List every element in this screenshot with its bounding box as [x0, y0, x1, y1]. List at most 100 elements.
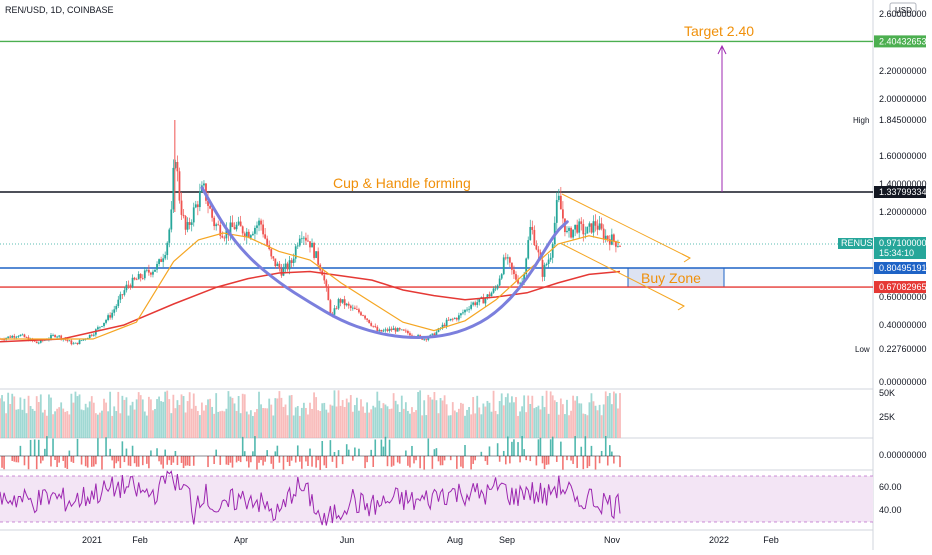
- volume-bar: [198, 415, 201, 438]
- candle-body: [517, 279, 519, 284]
- volume-bar: [396, 404, 399, 438]
- candle-body: [619, 246, 621, 247]
- hist-bar: [148, 456, 150, 469]
- candle-body: [496, 285, 499, 289]
- volume-bar: [351, 411, 354, 438]
- volume-bar: [370, 409, 373, 438]
- volume-bar: [455, 412, 458, 438]
- volume-bar: [141, 399, 144, 438]
- candle-body: [264, 234, 267, 239]
- volume-bar: [305, 407, 307, 438]
- volume-bar: [531, 395, 534, 438]
- volume-bar: [264, 408, 267, 438]
- hist-bar: [460, 456, 462, 467]
- candle-body: [425, 339, 428, 341]
- candle-body: [592, 221, 595, 233]
- volume-bar: [364, 412, 366, 438]
- candle-body: [231, 222, 234, 227]
- volume-bar: [317, 410, 320, 438]
- hist-bar: [105, 437, 107, 456]
- candle-body: [349, 305, 352, 309]
- candle-body: [262, 224, 264, 235]
- volume-bar: [513, 402, 515, 438]
- volume-bar: [341, 400, 344, 438]
- candle-body: [368, 319, 371, 324]
- x-tick-7: 2022: [709, 535, 729, 545]
- volume-bar: [515, 397, 517, 438]
- volume-bar: [498, 401, 501, 438]
- candle-body: [180, 200, 183, 215]
- volume-bar: [549, 391, 552, 438]
- volume-bar: [313, 392, 315, 438]
- candle-body: [406, 330, 409, 334]
- candle-body: [109, 315, 112, 318]
- hist-bar: [35, 456, 38, 470]
- volume-bar: [39, 394, 42, 438]
- hist-bar: [529, 456, 532, 462]
- hist-bar: [507, 436, 509, 456]
- volume-bar: [70, 393, 73, 438]
- hist-bar: [11, 456, 14, 461]
- candle-body: [282, 268, 285, 276]
- currency-box[interactable]: [889, 2, 917, 17]
- candle-body: [594, 221, 597, 226]
- candle-body: [21, 334, 24, 336]
- volume-bar: [480, 414, 483, 438]
- hist-bar: [117, 456, 120, 462]
- hist-bar: [76, 438, 79, 456]
- volume-bar: [180, 394, 183, 438]
- hist-bar: [600, 450, 603, 456]
- hist-bar: [384, 436, 387, 456]
- candle-body: [164, 255, 167, 259]
- volume-bar: [592, 401, 595, 438]
- volume-bar: [343, 406, 346, 438]
- volume-bar: [231, 397, 234, 438]
- candle-body: [602, 228, 605, 240]
- volume-bar: [390, 408, 393, 438]
- volume-bar: [94, 413, 97, 438]
- sub-tick-3: 60.00: [879, 482, 902, 492]
- hist-bar: [464, 445, 466, 456]
- volume-bar: [258, 391, 260, 438]
- candle-body: [574, 224, 577, 230]
- hist-bar: [535, 456, 538, 466]
- hist-bar: [248, 456, 250, 468]
- hist-bar: [146, 456, 148, 464]
- volume-bar: [207, 399, 209, 438]
- candle-body: [335, 308, 338, 310]
- hist-bar: [192, 456, 195, 466]
- candle-body: [468, 308, 470, 310]
- candle-body: [294, 246, 297, 259]
- x-tick-1: Feb: [132, 535, 148, 545]
- candle-body: [160, 259, 163, 262]
- candle-body: [466, 309, 468, 311]
- volume-bar: [468, 407, 470, 438]
- candle-body: [333, 308, 336, 315]
- hist-bar: [311, 456, 313, 467]
- volume-bar: [66, 411, 69, 438]
- candle-body: [555, 200, 558, 223]
- candle-body: [80, 340, 83, 342]
- hist-bar: [299, 456, 301, 462]
- volume-bar: [368, 412, 371, 438]
- volume-bar: [296, 406, 299, 438]
- volume-bar: [574, 400, 577, 438]
- candle-body: [256, 225, 258, 228]
- candle-body: [525, 258, 528, 275]
- volume-bar: [176, 400, 179, 438]
- y-tick-8: 0.40000000: [879, 320, 927, 330]
- volume-bar: [266, 408, 269, 438]
- candle-body: [488, 294, 491, 297]
- candle-body: [392, 328, 395, 331]
- candle-body: [433, 333, 436, 337]
- candle-body: [327, 287, 330, 301]
- candle-body: [513, 269, 515, 275]
- level-tag-3: 0.67082965: [879, 282, 927, 292]
- candle-body: [99, 326, 101, 328]
- volume-bar: [460, 402, 462, 438]
- volume-bar: [539, 409, 542, 438]
- hist-bar: [239, 456, 242, 463]
- candle-body: [50, 335, 52, 339]
- volume-bar: [219, 411, 222, 438]
- hist-bar: [496, 443, 499, 456]
